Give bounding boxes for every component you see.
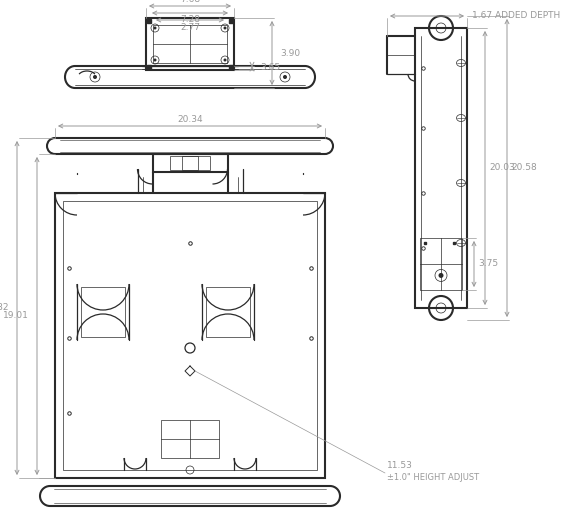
Text: 7.28: 7.28 — [180, 15, 200, 24]
Text: 20.58: 20.58 — [511, 163, 536, 172]
Bar — [182, 156, 198, 170]
Text: 2.77: 2.77 — [180, 22, 200, 31]
Circle shape — [438, 273, 444, 278]
Text: 11.53: 11.53 — [387, 461, 413, 470]
Text: 22.82: 22.82 — [0, 303, 9, 312]
Bar — [55, 193, 325, 478]
Text: 19.01: 19.01 — [3, 312, 29, 320]
Circle shape — [223, 27, 227, 29]
Text: 1.67 ADDED DEPTH: 1.67 ADDED DEPTH — [472, 12, 560, 21]
Circle shape — [154, 27, 157, 29]
Bar — [415, 28, 467, 308]
Circle shape — [223, 59, 227, 62]
Circle shape — [154, 59, 157, 62]
Bar — [81, 287, 125, 337]
Text: 20.03: 20.03 — [489, 163, 515, 172]
Circle shape — [93, 75, 97, 79]
Text: ±1.0" HEIGHT ADJUST: ±1.0" HEIGHT ADJUST — [387, 472, 479, 481]
Text: 3.75: 3.75 — [478, 260, 498, 269]
Bar — [153, 154, 227, 172]
Bar — [420, 238, 462, 290]
Bar — [153, 25, 227, 63]
Bar — [170, 156, 210, 170]
Bar — [161, 420, 219, 458]
Bar — [206, 287, 250, 337]
Circle shape — [283, 75, 287, 79]
Text: 7.68: 7.68 — [180, 0, 200, 4]
Text: 20.34: 20.34 — [177, 114, 203, 123]
Text: 3.65: 3.65 — [260, 63, 280, 72]
Bar — [146, 18, 234, 70]
Bar — [63, 201, 317, 470]
Text: 3.90: 3.90 — [280, 48, 300, 57]
